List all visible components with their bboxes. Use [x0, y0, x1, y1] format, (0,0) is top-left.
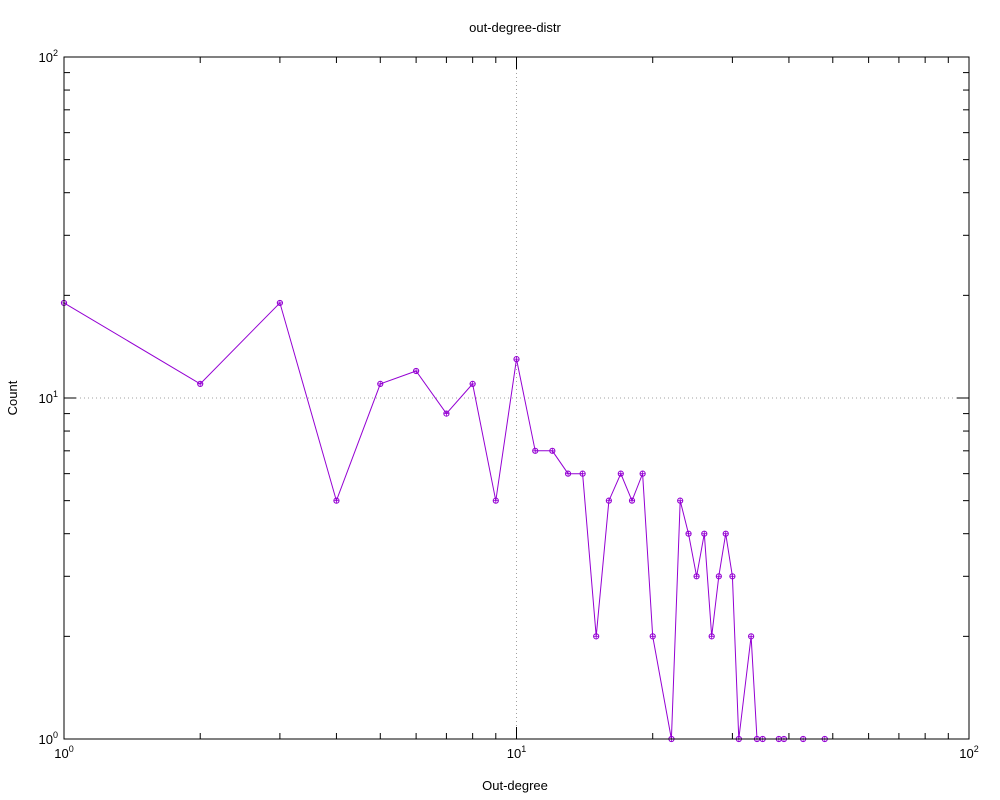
data-point-circle — [443, 410, 450, 417]
data-point-circle — [748, 633, 755, 640]
data-point-circle — [513, 356, 520, 363]
data-point — [532, 447, 539, 454]
data-point-circle — [564, 470, 572, 477]
series-out-degree — [60, 299, 828, 743]
data-point — [639, 470, 646, 477]
x-tick-label: 100 — [54, 744, 73, 761]
data-point-circle — [413, 367, 420, 375]
data-point-circle — [197, 380, 204, 387]
data-point-circle — [549, 447, 556, 454]
data-point-circle — [605, 497, 612, 504]
data-point — [701, 530, 708, 537]
data-point — [617, 470, 624, 477]
data-point — [513, 356, 520, 363]
data-point — [564, 470, 572, 477]
data-point-circle — [617, 470, 624, 477]
data-point-circle — [649, 633, 656, 640]
data-point-circle — [532, 447, 539, 454]
data-point-circle — [276, 299, 283, 307]
data-point-circle — [693, 573, 700, 580]
data-point-circle — [469, 380, 476, 387]
data-point — [492, 497, 499, 504]
data-point — [722, 530, 729, 537]
data-point-circle — [377, 380, 384, 387]
data-point-circle — [715, 573, 722, 580]
data-point-circle — [677, 497, 684, 504]
data-point — [715, 573, 722, 580]
tick-labels: 100 101 102 100 101 102 — [39, 48, 979, 761]
data-point — [443, 410, 450, 417]
plot-frame — [63, 56, 970, 740]
data-point-circle — [729, 573, 736, 580]
chart-title: out-degree-distr — [469, 20, 561, 35]
data-point — [197, 380, 204, 387]
data-point-circle — [701, 530, 708, 537]
data-point — [708, 633, 715, 640]
data-point — [685, 530, 692, 537]
x-tick-label: 102 — [959, 744, 978, 761]
x-tick-label: 101 — [507, 744, 526, 761]
x-axis-title: Out-degree — [482, 778, 548, 793]
data-point-circle — [685, 530, 692, 537]
series-line — [63, 301, 825, 740]
data-point — [413, 367, 420, 375]
data-point-circle — [579, 470, 586, 477]
data-point-circle — [593, 633, 600, 640]
data-point — [549, 447, 556, 454]
data-point — [593, 633, 600, 640]
data-point-circle — [639, 470, 646, 477]
data-point-circle — [492, 497, 499, 504]
data-point — [579, 470, 586, 477]
data-point — [748, 633, 755, 640]
data-point — [377, 380, 384, 387]
data-point-circle — [628, 497, 636, 504]
y-tick-label: 101 — [39, 389, 58, 406]
data-point — [677, 497, 684, 504]
data-point-circle — [333, 497, 340, 504]
data-point — [333, 497, 340, 504]
data-point — [469, 380, 476, 387]
y-tick-label: 102 — [39, 48, 58, 65]
data-point — [628, 497, 636, 504]
data-point — [276, 299, 283, 307]
data-point — [729, 573, 736, 580]
y-axis-title: Count — [5, 380, 20, 415]
grid-lines — [64, 57, 969, 739]
data-point — [693, 573, 700, 580]
data-point-circle — [708, 633, 715, 640]
y-tick-label: 100 — [39, 730, 58, 747]
data-point — [605, 497, 612, 504]
data-point-circle — [722, 530, 729, 537]
data-point — [649, 633, 656, 640]
